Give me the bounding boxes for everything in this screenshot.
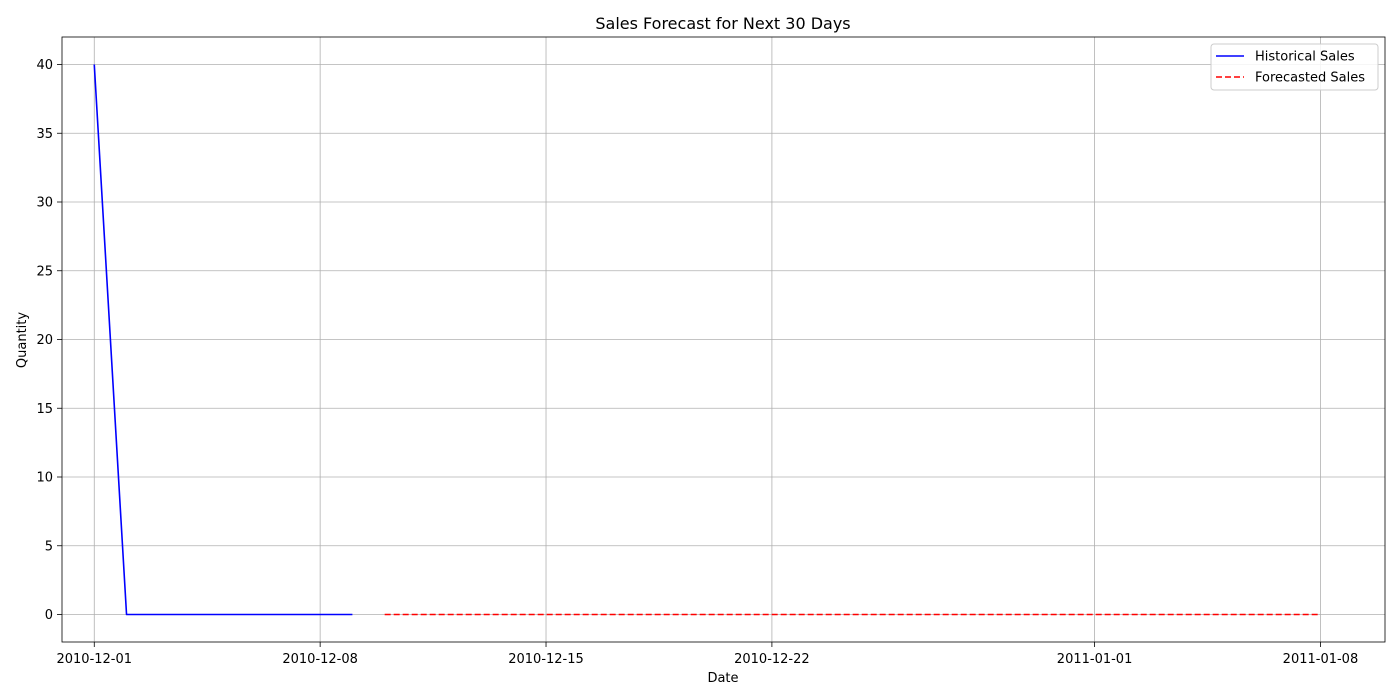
y-tick-label: 30 <box>36 196 53 211</box>
chart-title: Sales Forecast for Next 30 Days <box>595 14 850 33</box>
legend-label-1: Forecasted Sales <box>1255 71 1365 86</box>
grid-layer <box>62 37 1385 642</box>
axis-layer: 2010-12-01 2010-12-08 2010-12-15 2010-12-22… <box>36 36 1386 667</box>
y-tick-label: 40 <box>36 58 53 73</box>
legend-label-0: Historical Sales <box>1255 50 1355 65</box>
y-axis-label: Quantity <box>15 312 30 368</box>
x-tick-label: 2011-01-08 <box>1283 652 1359 667</box>
y-tick-label: 35 <box>36 127 53 142</box>
y-tick-label: 10 <box>36 471 53 486</box>
series-layer <box>93 64 1321 616</box>
x-axis-label: Date <box>707 671 738 686</box>
legend: Historical Sales Forecasted Sales <box>1210 43 1379 91</box>
x-tick-label: 2010-12-08 <box>282 652 358 667</box>
x-tick-label: 2010-12-15 <box>508 652 584 667</box>
y-tick-label: 0 <box>45 608 53 623</box>
x-tick-label: 2010-12-01 <box>56 652 132 667</box>
x-tick-label: 2011-01-01 <box>1057 652 1133 667</box>
y-tick-label: 5 <box>45 539 53 554</box>
y-tick-label: 25 <box>36 264 53 279</box>
x-tick-label: 2010-12-22 <box>734 652 810 667</box>
y-tick-label: 20 <box>36 333 53 348</box>
y-tick-label: 15 <box>36 402 53 417</box>
legend-box <box>1210 43 1379 91</box>
plot-frame <box>61 36 1386 643</box>
series-line-0 <box>93 64 353 616</box>
